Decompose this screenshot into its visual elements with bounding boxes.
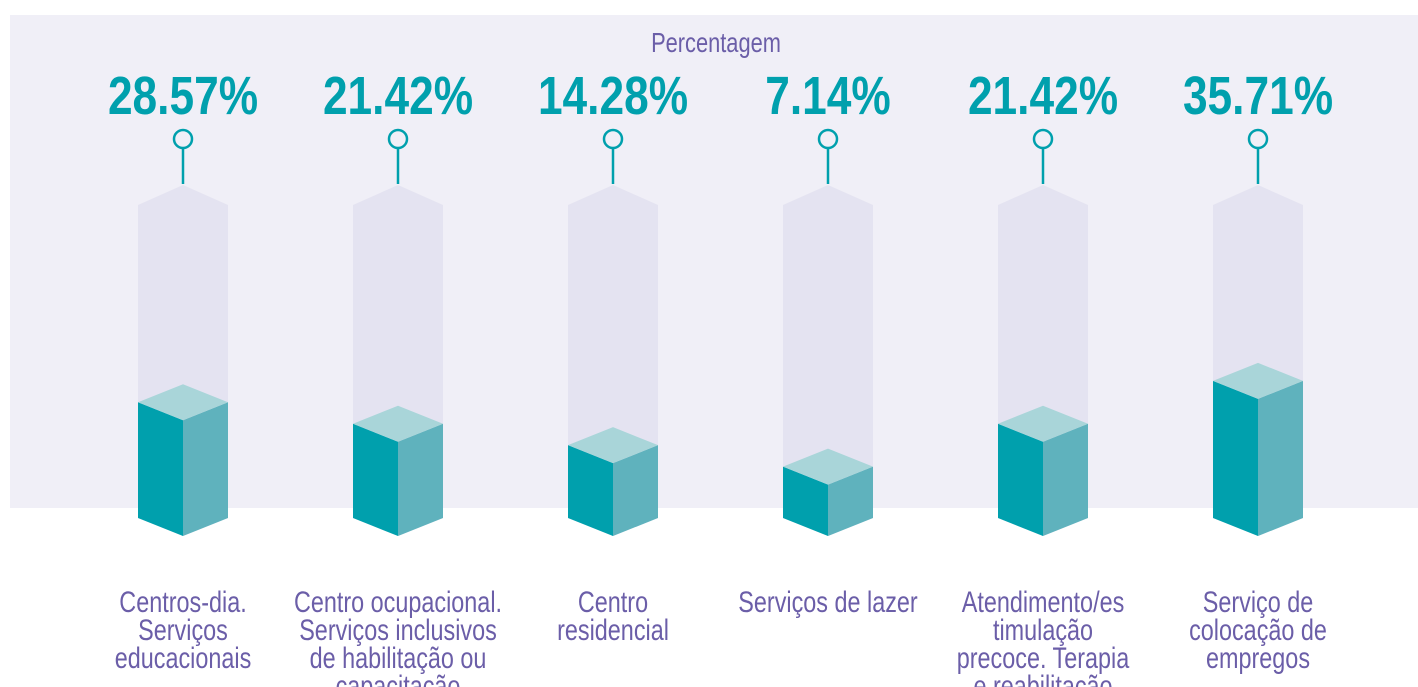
cube-top: [998, 405, 1088, 442]
cube-top: [1213, 362, 1303, 399]
value-label: 35.71%: [1183, 66, 1333, 126]
value-label-wrap: 35.71%: [1183, 66, 1333, 126]
value-label-wrap: 21.42%: [968, 66, 1118, 126]
category-line: colocação de: [1189, 613, 1327, 646]
cube: [998, 405, 1088, 536]
cube-front: [568, 445, 613, 536]
panel: [10, 15, 1418, 508]
cube: [783, 448, 873, 536]
category-line: empregos: [1206, 641, 1310, 674]
category-line: Atendimento/es: [962, 585, 1125, 618]
cube-front: [1213, 380, 1258, 536]
category-line: capacitação: [336, 669, 461, 687]
chart-subtitle: Percentagem: [651, 27, 781, 58]
category-line: Centro: [578, 585, 648, 618]
cube-front: [353, 423, 398, 536]
bar-group: 7.14% Serviços de lazer: [738, 66, 917, 619]
value-label: 7.14%: [765, 66, 891, 126]
cube-side: [1043, 423, 1088, 536]
pin-head: [387, 128, 409, 150]
cube: [568, 427, 658, 536]
cube-front: [783, 466, 828, 536]
value-label: 21.42%: [968, 66, 1118, 126]
cube-side: [613, 445, 658, 536]
cube-side: [183, 402, 228, 536]
cube: [138, 384, 228, 536]
cube-side: [398, 423, 443, 536]
category-line: de habilitação ou: [310, 641, 487, 674]
category-line: Serviços de lazer: [738, 585, 917, 618]
value-label: 14.28%: [538, 66, 688, 126]
pin-head: [172, 128, 194, 150]
category-line: Serviços: [138, 613, 228, 646]
cube: [353, 405, 443, 536]
cube-top: [783, 448, 873, 485]
cube-side: [1258, 380, 1303, 536]
column: [783, 185, 873, 536]
category-line: Centros-dia.: [119, 585, 246, 618]
cube-top: [568, 427, 658, 464]
cube-side: [828, 466, 873, 536]
category-line: Serviços inclusivos: [299, 613, 497, 646]
category-label: Serviços de lazer: [738, 585, 917, 618]
cube: [1213, 362, 1303, 536]
cube-front: [998, 423, 1043, 536]
category-line: Centro ocupacional.: [294, 585, 502, 618]
category-line: Serviço de: [1203, 585, 1314, 618]
pin-head: [602, 128, 624, 150]
category-line: timulação: [993, 613, 1093, 646]
value-label-wrap: 21.42%: [323, 66, 473, 126]
value-label: 28.57%: [108, 66, 258, 126]
category-line: e reabilitação: [973, 669, 1112, 687]
category-label: Centro ocupacional.Serviços inclusivosde…: [294, 585, 502, 687]
value-label-wrap: 14.28%: [538, 66, 688, 126]
cube-front: [138, 402, 183, 536]
value-label-wrap: 7.14%: [765, 66, 891, 126]
category-line: precoce. Terapia: [957, 641, 1130, 674]
cube-top: [138, 384, 228, 421]
pin-head: [1032, 128, 1054, 150]
category-line: residencial: [557, 613, 669, 646]
pin-head: [1247, 128, 1269, 150]
bar-group: 21.42% Centro ocupacional.Serviços inclus…: [294, 66, 502, 687]
category-line: educacionais: [115, 641, 252, 674]
value-label: 21.42%: [323, 66, 473, 126]
cube-top: [353, 405, 443, 442]
pin-head: [817, 128, 839, 150]
value-label-wrap: 28.57%: [108, 66, 258, 126]
